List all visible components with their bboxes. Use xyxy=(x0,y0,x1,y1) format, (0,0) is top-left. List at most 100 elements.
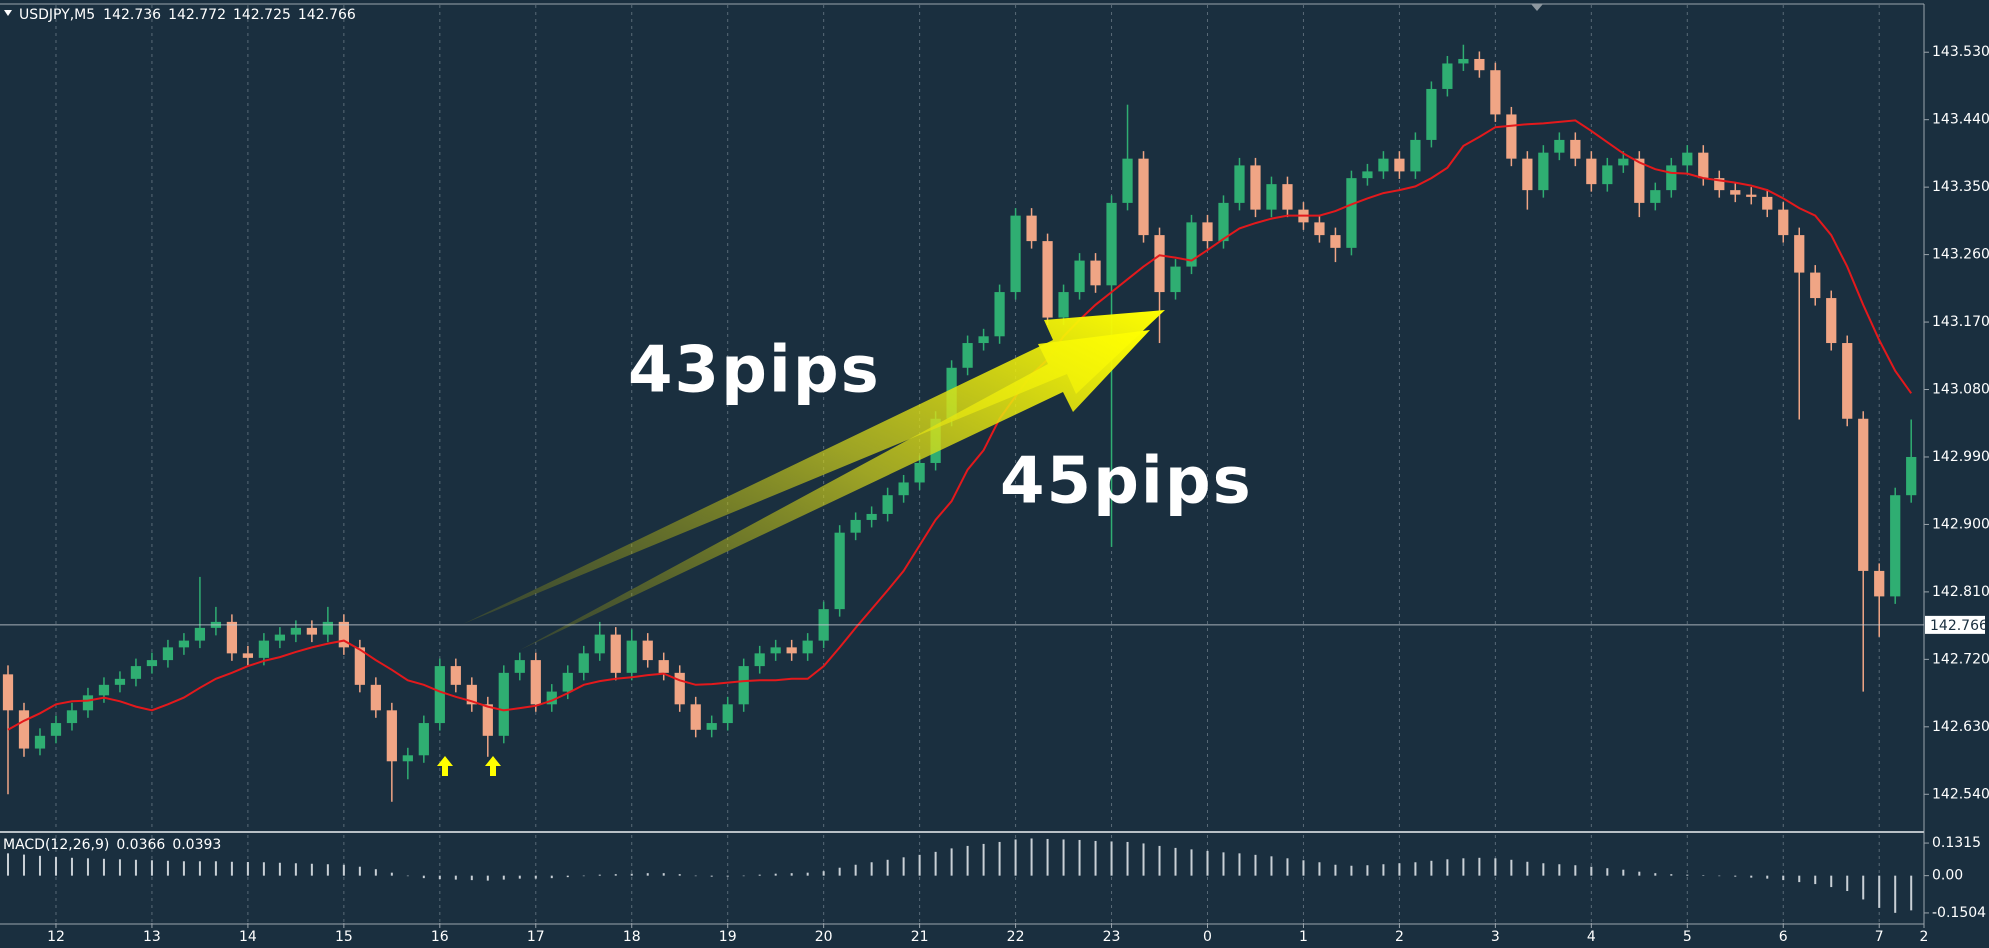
macd-bar xyxy=(1350,865,1353,876)
macd-bar xyxy=(1526,861,1529,876)
candle-body xyxy=(482,704,493,736)
macd-bar xyxy=(1654,873,1657,876)
macd-bar xyxy=(1046,838,1049,876)
macd-bar xyxy=(230,861,233,876)
candle-body xyxy=(1378,158,1389,172)
macd-bar xyxy=(822,871,825,876)
macd-bar xyxy=(1478,857,1481,876)
candle-body xyxy=(1154,235,1165,293)
candle-body xyxy=(1474,58,1485,71)
candle-body xyxy=(1890,495,1901,597)
macd-bar xyxy=(390,872,393,876)
candle-body xyxy=(1906,456,1917,496)
candle-body xyxy=(1762,196,1773,210)
candle-body xyxy=(66,710,78,724)
x-tick-label: 0 xyxy=(1203,929,1212,945)
macd-bar xyxy=(1702,875,1705,876)
macd-bar xyxy=(1846,875,1849,892)
candle-body xyxy=(1186,222,1197,267)
candle-body xyxy=(786,647,797,654)
x-tick-label: 6 xyxy=(1779,929,1788,945)
macd-bar xyxy=(1750,875,1753,878)
x-tick-label: 13 xyxy=(143,929,161,945)
candle-body xyxy=(1874,570,1885,597)
candle-body xyxy=(130,666,142,679)
x-tick-label: 17 xyxy=(527,929,545,945)
macd-bar xyxy=(38,855,41,876)
candle-body xyxy=(498,672,509,736)
candle-body xyxy=(962,343,973,368)
candle-body xyxy=(1458,58,1469,64)
candle-body xyxy=(1074,260,1085,293)
macd-bar xyxy=(1766,875,1769,879)
chart-header: USDJPY,M5 142.736 142.772 142.725 142.766 xyxy=(19,7,356,23)
macd-bar xyxy=(1590,866,1593,876)
macd-bar xyxy=(758,874,761,876)
moving-average xyxy=(7,119,1913,731)
macd-bar xyxy=(902,857,905,876)
candle-body xyxy=(450,666,461,685)
x-tick-label: 4 xyxy=(1587,929,1596,945)
quote: 0.0393 xyxy=(172,837,221,853)
macd-bar xyxy=(950,848,953,876)
candle-body xyxy=(594,634,605,654)
candle-body xyxy=(674,672,685,705)
macd-bar xyxy=(918,854,921,876)
macd-bar xyxy=(1382,864,1385,876)
macd-bar xyxy=(566,875,569,878)
macd-bar xyxy=(1670,874,1673,876)
candle-body xyxy=(1106,202,1117,286)
candle-body xyxy=(98,684,110,696)
candle-body xyxy=(722,704,733,724)
macd-bar xyxy=(102,858,105,876)
macd-bar xyxy=(1430,860,1433,876)
candle-body xyxy=(850,519,861,533)
candle-body xyxy=(1602,165,1613,185)
shift-marker xyxy=(1531,4,1543,11)
macd-bar xyxy=(502,875,505,880)
macd-bar xyxy=(550,875,553,879)
macd-bar xyxy=(854,864,857,876)
x-tick-label: 21 xyxy=(911,929,929,945)
macd-bar xyxy=(1446,859,1449,876)
candle-body xyxy=(1314,222,1325,236)
macd-bar xyxy=(118,859,121,876)
candle-body xyxy=(1394,158,1405,172)
macd-bar xyxy=(1078,839,1081,876)
macd-bar xyxy=(1174,847,1177,876)
candle-body xyxy=(50,723,62,736)
y-tick-label: 143.530 xyxy=(1932,44,1989,60)
macd-bar xyxy=(1334,864,1337,876)
macd-bar xyxy=(1030,838,1033,876)
x-tick-label: 7 xyxy=(1875,929,1884,945)
x-tick-label: 12 xyxy=(47,929,65,945)
macd-bar xyxy=(54,857,57,876)
candle-body xyxy=(194,627,206,641)
candle-body xyxy=(306,627,317,635)
candle-body xyxy=(226,621,238,654)
macd-bar xyxy=(246,862,249,876)
macd-bar xyxy=(1542,863,1545,876)
candle-body xyxy=(274,634,286,641)
candle-body xyxy=(578,653,589,673)
candle-body xyxy=(1778,209,1789,236)
macd-bar xyxy=(70,857,73,876)
macd-bar xyxy=(470,875,473,881)
x-tick-label: 14 xyxy=(239,929,257,945)
macd-bar xyxy=(1622,869,1625,876)
macd-bar xyxy=(1238,853,1241,876)
candle-body xyxy=(1858,418,1869,571)
x-tick-label: 16 xyxy=(431,929,449,945)
macd-bar xyxy=(1558,864,1561,876)
candle-body xyxy=(1842,343,1853,419)
macd-bar xyxy=(1606,868,1609,876)
candle-body xyxy=(290,627,301,635)
macd-bar xyxy=(1894,875,1897,913)
y-tick-label: 142.720 xyxy=(1932,651,1989,667)
macd-bar xyxy=(1878,875,1881,908)
candle-body xyxy=(546,691,557,705)
macd-bar xyxy=(726,875,729,877)
macd-bar xyxy=(182,861,185,876)
candle-body xyxy=(530,660,541,705)
quote: 0.0366 xyxy=(116,837,165,853)
